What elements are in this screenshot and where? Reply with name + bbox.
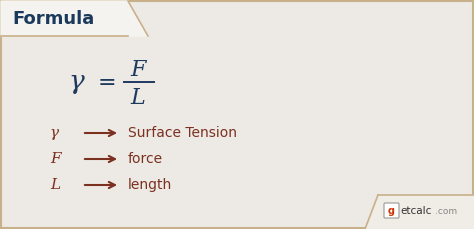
Text: force: force	[128, 152, 163, 166]
Text: =: =	[98, 72, 117, 94]
Text: Formula: Formula	[12, 10, 94, 28]
Text: etcalc: etcalc	[400, 206, 431, 216]
Text: γ: γ	[50, 126, 59, 140]
Text: L: L	[50, 178, 60, 192]
FancyBboxPatch shape	[384, 203, 399, 218]
Text: length: length	[128, 178, 172, 192]
Text: γ: γ	[68, 69, 84, 95]
Text: L: L	[131, 87, 146, 109]
Text: g: g	[388, 206, 395, 216]
Text: F: F	[130, 59, 146, 81]
Text: .com: .com	[435, 207, 457, 215]
Polygon shape	[1, 1, 148, 36]
Polygon shape	[365, 195, 474, 229]
Text: Surface Tension: Surface Tension	[128, 126, 237, 140]
Text: F: F	[50, 152, 61, 166]
